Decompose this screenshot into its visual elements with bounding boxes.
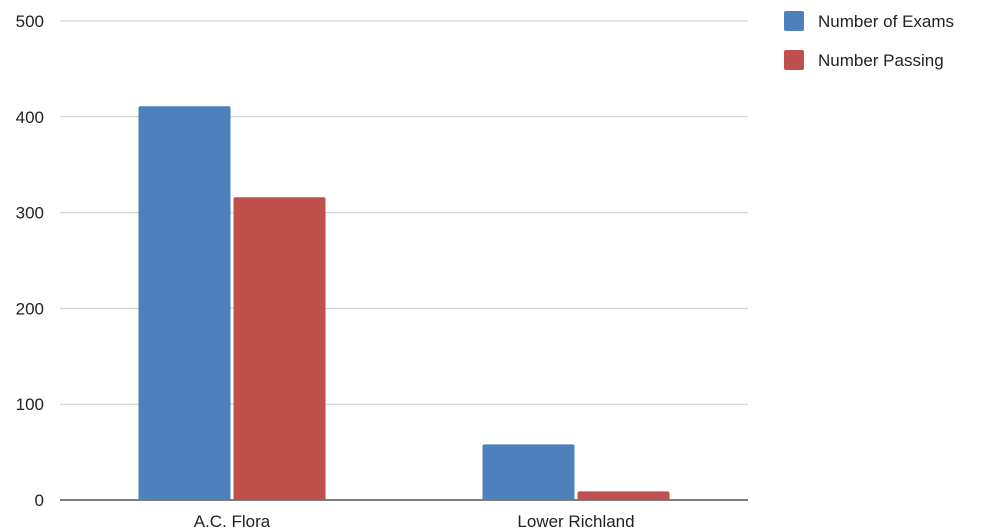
legend-swatch-number-passing xyxy=(784,50,804,70)
x-axis-ticks: A.C. Flora Lower Richland xyxy=(194,512,635,531)
legend-swatch-number-of-exams xyxy=(784,11,804,31)
y-tick-label: 500 xyxy=(16,12,44,31)
y-axis-ticks: 0 100 200 300 400 500 xyxy=(16,12,44,510)
y-tick-label: 0 xyxy=(35,491,44,510)
bar-number-of-exams xyxy=(138,106,231,501)
y-tick-label: 300 xyxy=(16,204,44,223)
x-tick-label: Lower Richland xyxy=(517,512,634,531)
y-tick-label: 400 xyxy=(16,108,44,127)
bar-number-passing xyxy=(577,491,670,500)
bar-number-of-exams xyxy=(482,444,575,500)
y-tick-label: 200 xyxy=(16,299,44,318)
bar-number-passing xyxy=(233,197,326,500)
legend: Number of Exams Number Passing xyxy=(784,11,954,70)
y-tick-label: 100 xyxy=(16,395,44,414)
legend-label-number-passing: Number Passing xyxy=(818,51,944,70)
legend-label-number-of-exams: Number of Exams xyxy=(818,12,954,31)
x-tick-label: A.C. Flora xyxy=(194,512,271,531)
bars xyxy=(138,106,670,501)
